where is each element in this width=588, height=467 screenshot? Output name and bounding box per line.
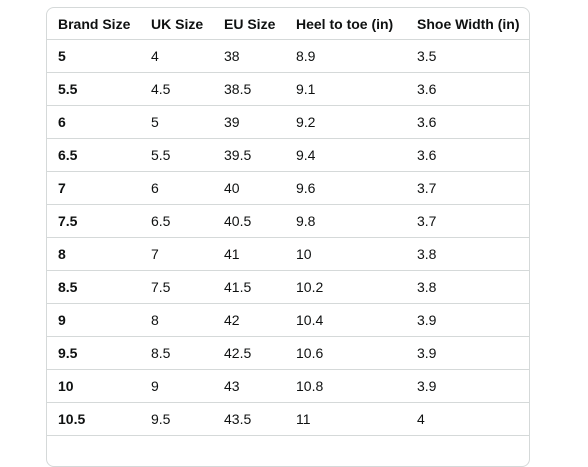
brand-size-cell: 9 (47, 303, 140, 337)
uk-size-cell: 5.5 (140, 138, 213, 172)
shoe-width-cell: 3.9 (406, 369, 529, 403)
brand-size-cell: 10 (47, 369, 140, 403)
table-row: 10 9 43 10.8 3.9 (47, 369, 529, 403)
brand-size-cell: 6.5 (47, 138, 140, 172)
shoe-width-cell: 3.9 (406, 336, 529, 370)
uk-size-cell: 7.5 (140, 270, 213, 304)
shoe-width-cell: 3.7 (406, 204, 529, 238)
uk-size-cell: 9 (140, 369, 213, 403)
brand-size-cell: 9.5 (47, 336, 140, 370)
shoe-width-cell: 3.6 (406, 105, 529, 139)
uk-size-cell: 5 (140, 105, 213, 139)
eu-size-cell: 38 (213, 39, 285, 73)
heel-to-toe-cell: 10.8 (285, 369, 406, 403)
heel-to-toe-cell: 8.9 (285, 39, 406, 73)
heel-to-toe-cell: 10.6 (285, 336, 406, 370)
eu-size-cell: 43 (213, 369, 285, 403)
table-row: 9.5 8.5 42.5 10.6 3.9 (47, 336, 529, 370)
table-row: 7.5 6.5 40.5 9.8 3.7 (47, 204, 529, 238)
eu-size-cell: 42 (213, 303, 285, 337)
table-row: 5 4 38 8.9 3.5 (47, 39, 529, 73)
eu-size-cell: 41 (213, 237, 285, 271)
eu-size-cell: 41.5 (213, 270, 285, 304)
eu-size-cell: 43.5 (213, 402, 285, 436)
eu-size-cell: 39.5 (213, 138, 285, 172)
eu-size-cell: 38.5 (213, 72, 285, 106)
brand-size-cell: 8.5 (47, 270, 140, 304)
eu-size-cell: 40.5 (213, 204, 285, 238)
table-row: 6 5 39 9.2 3.6 (47, 105, 529, 139)
heel-to-toe-cell: 11 (285, 402, 406, 436)
shoe-width-cell: 3.9 (406, 303, 529, 337)
heel-to-toe-cell: 10.4 (285, 303, 406, 337)
uk-size-cell: 6 (140, 171, 213, 205)
size-chart-table: Brand Size UK Size EU Size Heel to toe (… (47, 8, 529, 436)
brand-size-cell: 6 (47, 105, 140, 139)
uk-size-cell: 9.5 (140, 402, 213, 436)
uk-size-cell: 4.5 (140, 72, 213, 106)
table-row: 9 8 42 10.4 3.9 (47, 303, 529, 337)
table-row: 6.5 5.5 39.5 9.4 3.6 (47, 138, 529, 172)
heel-to-toe-cell: 10 (285, 237, 406, 271)
heel-to-toe-cell: 9.1 (285, 72, 406, 106)
uk-size-cell: 7 (140, 237, 213, 271)
shoe-width-cell: 3.7 (406, 171, 529, 205)
uk-size-cell: 4 (140, 39, 213, 73)
shoe-width-cell: 3.6 (406, 138, 529, 172)
eu-size-cell: 40 (213, 171, 285, 205)
table-row: 10.5 9.5 43.5 11 4 (47, 402, 529, 436)
header-uk-size: UK Size (140, 8, 213, 40)
brand-size-cell: 8 (47, 237, 140, 271)
eu-size-cell: 39 (213, 105, 285, 139)
table-row: 8.5 7.5 41.5 10.2 3.8 (47, 270, 529, 304)
heel-to-toe-cell: 9.4 (285, 138, 406, 172)
eu-size-cell: 42.5 (213, 336, 285, 370)
header-eu-size: EU Size (213, 8, 285, 40)
brand-size-cell: 5 (47, 39, 140, 73)
table-row: 8 7 41 10 3.8 (47, 237, 529, 271)
header-shoe-width: Shoe Width (in) (406, 8, 529, 40)
uk-size-cell: 8.5 (140, 336, 213, 370)
table-header-row: Brand Size UK Size EU Size Heel to toe (… (47, 8, 529, 40)
heel-to-toe-cell: 9.8 (285, 204, 406, 238)
heel-to-toe-cell: 9.6 (285, 171, 406, 205)
shoe-width-cell: 3.5 (406, 39, 529, 73)
heel-to-toe-cell: 9.2 (285, 105, 406, 139)
table-row: 7 6 40 9.6 3.7 (47, 171, 529, 205)
uk-size-cell: 8 (140, 303, 213, 337)
brand-size-cell: 10.5 (47, 402, 140, 436)
table-row: 5.5 4.5 38.5 9.1 3.6 (47, 72, 529, 106)
brand-size-cell: 7 (47, 171, 140, 205)
shoe-width-cell: 4 (406, 402, 529, 436)
size-chart-container: Brand Size UK Size EU Size Heel to toe (… (46, 7, 530, 467)
header-heel-to-toe: Heel to toe (in) (285, 8, 406, 40)
shoe-width-cell: 3.6 (406, 72, 529, 106)
brand-size-cell: 7.5 (47, 204, 140, 238)
shoe-width-cell: 3.8 (406, 237, 529, 271)
heel-to-toe-cell: 10.2 (285, 270, 406, 304)
shoe-width-cell: 3.8 (406, 270, 529, 304)
header-brand-size: Brand Size (47, 8, 140, 40)
brand-size-cell: 5.5 (47, 72, 140, 106)
uk-size-cell: 6.5 (140, 204, 213, 238)
